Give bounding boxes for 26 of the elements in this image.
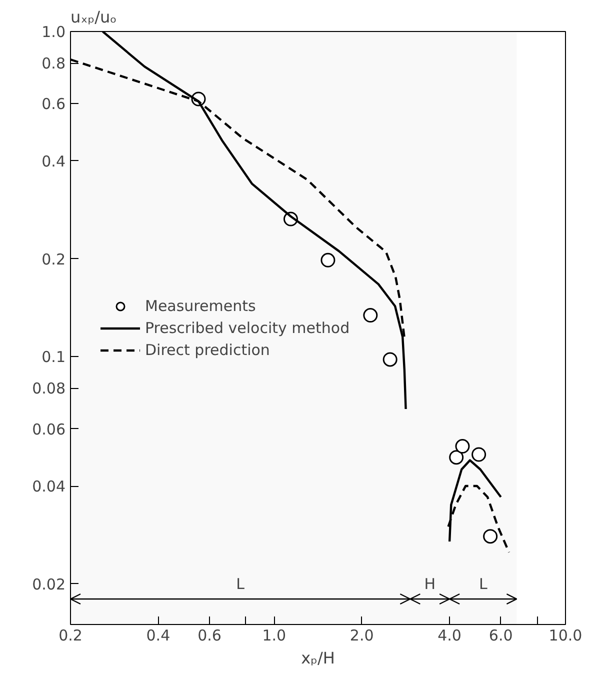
y-tick-label: 0.1 [42,348,66,366]
x-tick-label: 2.0 [350,626,374,644]
legend-label: Direct prediction [145,340,270,358]
y-tick-label: 0.04 [32,478,66,496]
y-tick-label: 1.0 [42,23,66,41]
y-tick-label: 0.8 [42,54,66,73]
x-tick-label: 0.2 [58,626,82,644]
y-tick-label: 0.6 [42,95,66,114]
x-tick-label: 6.0 [488,626,513,644]
legend-label: Measurements [145,296,256,314]
x-tick-label: 4.0 [438,626,462,644]
y-tick-label: 0.2 [42,250,66,268]
y-tick-label: 0.06 [32,420,66,438]
x-tick-label: 10.0 [548,626,582,644]
x-tick-label: 0.6 [198,626,222,644]
band-label: L [236,575,246,593]
x-tick-label: 1.0 [262,626,286,644]
band-label: H [424,575,436,593]
y-tick-label: 0.02 [32,575,66,594]
legend-label: Prescribed velocity method [145,318,350,336]
y-tick-label: 0.4 [42,152,66,170]
y-axis-title: uₓₚ/uₒ [70,8,117,26]
x-tick-label: 0.4 [146,626,170,644]
band-label: L [478,575,488,593]
x-axis-title: xₚ/H [301,648,335,668]
y-tick-label: 0.08 [32,380,66,398]
